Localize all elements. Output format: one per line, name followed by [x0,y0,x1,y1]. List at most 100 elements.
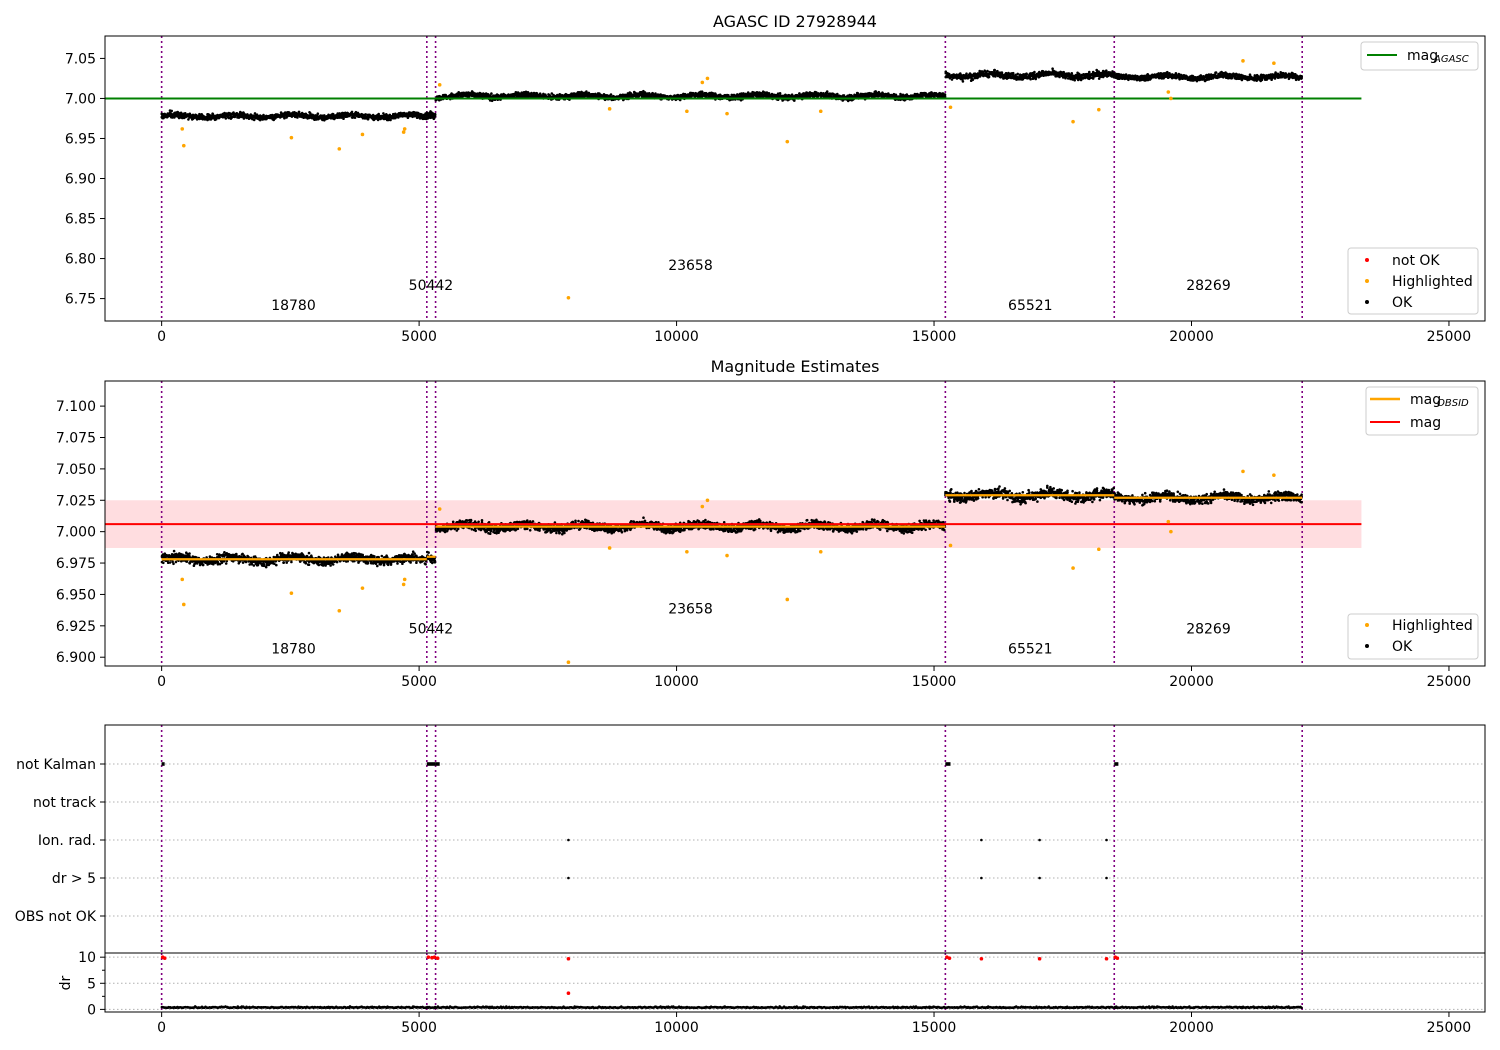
ok-point [490,92,493,95]
ok-point [987,75,991,79]
ok-point [994,75,997,78]
ok-point [432,116,436,120]
ok-point [270,113,274,117]
highlighted-point [685,109,689,114]
ok-point [187,118,190,121]
legend-label-subscript: AGASC [1433,54,1469,65]
ok-point [822,92,825,95]
legend-status: not OK Highlighted OK [1347,247,1479,315]
ok-point [1214,71,1218,74]
x-tick-label: 25000 [1427,329,1472,345]
highlighted-point [437,83,442,87]
ok-point [894,93,898,97]
ok-point [1300,75,1303,78]
ok-point [1058,75,1061,79]
highlighted-point [566,295,571,300]
ok-point [1051,67,1054,70]
ok-point [950,78,954,81]
ok-point [316,112,320,115]
highlighted-point [181,143,186,148]
obsid-label: 28269 [1186,278,1231,294]
ok-point [961,80,965,83]
ok-point [172,562,175,566]
highlighted-point [1071,119,1075,124]
legend-box [1347,247,1479,315]
ok-point [530,91,533,95]
ok-point [377,112,381,116]
ok-point [1091,77,1095,80]
highlighted-point [402,127,407,131]
ok-point [971,78,975,82]
ok-point [188,112,192,116]
ok-point [1088,70,1091,74]
ok-point [354,110,358,114]
legend-label: Highlighted [1392,274,1473,290]
ok-point [609,93,613,96]
highlighted-point [700,80,705,85]
ok-point [188,552,191,555]
legend-label: not OK [1392,253,1440,269]
legend-marker [1365,300,1369,304]
ok-point [350,110,354,114]
y-tick-label: 7.05 [65,51,96,67]
ok-point [1034,77,1037,81]
ok-point [353,116,357,119]
ok-point [993,68,996,72]
legend-label: OK [1392,295,1413,311]
ok-point [253,112,257,115]
ok-point [691,91,695,95]
ok-point [364,113,368,116]
highlighted-point [1097,107,1101,112]
ok-point [1070,72,1074,75]
ok-point [1105,69,1108,72]
ok-point [1073,78,1076,82]
y-tick-label: 7.00 [65,91,96,107]
ok-point [654,92,657,95]
highlighted-point [289,135,294,140]
highlighted-point [785,139,790,144]
ok-point [961,78,964,81]
ok-point [1062,70,1065,74]
obsid-label: 50442 [409,278,454,294]
ok-point [1300,76,1303,80]
ok-point [191,560,194,563]
legend-label: mag [1407,48,1438,64]
ok-point [944,70,948,73]
ok-points [160,67,1303,122]
y-tick-label: 6.75 [65,292,96,308]
x-tick-label: 15000 [912,329,957,345]
obsid-label: 23658 [668,258,713,274]
x-tick-label: 10000 [654,329,699,345]
highlighted-point [725,111,729,116]
ok-point [172,549,176,553]
ok-point [856,92,860,95]
highlighted-point [948,105,953,110]
ok-point [1111,71,1114,74]
highlighted-point [1272,61,1276,66]
ok-point [174,560,178,564]
ok-point [227,116,231,120]
ok-point [996,69,999,73]
ok-point [283,116,286,120]
ok-point [1079,78,1083,82]
highlighted-point [337,147,342,151]
ok-point [252,118,256,122]
ok-point [1000,71,1004,74]
ok-point [1016,72,1019,76]
ok-point [1097,77,1101,80]
ok-point [1274,71,1277,74]
ok-point [1029,77,1032,81]
ok-point [389,118,392,122]
ok-point [242,117,246,120]
ok-point [163,552,167,555]
ok-point [1166,70,1169,74]
ok-point [224,117,228,120]
ok-point [1260,78,1264,82]
highlighted-point [1241,59,1245,63]
ok-point [759,95,763,98]
ok-point [1260,73,1263,77]
x-tick-label: 0 [157,329,166,345]
ok-point [171,116,174,119]
